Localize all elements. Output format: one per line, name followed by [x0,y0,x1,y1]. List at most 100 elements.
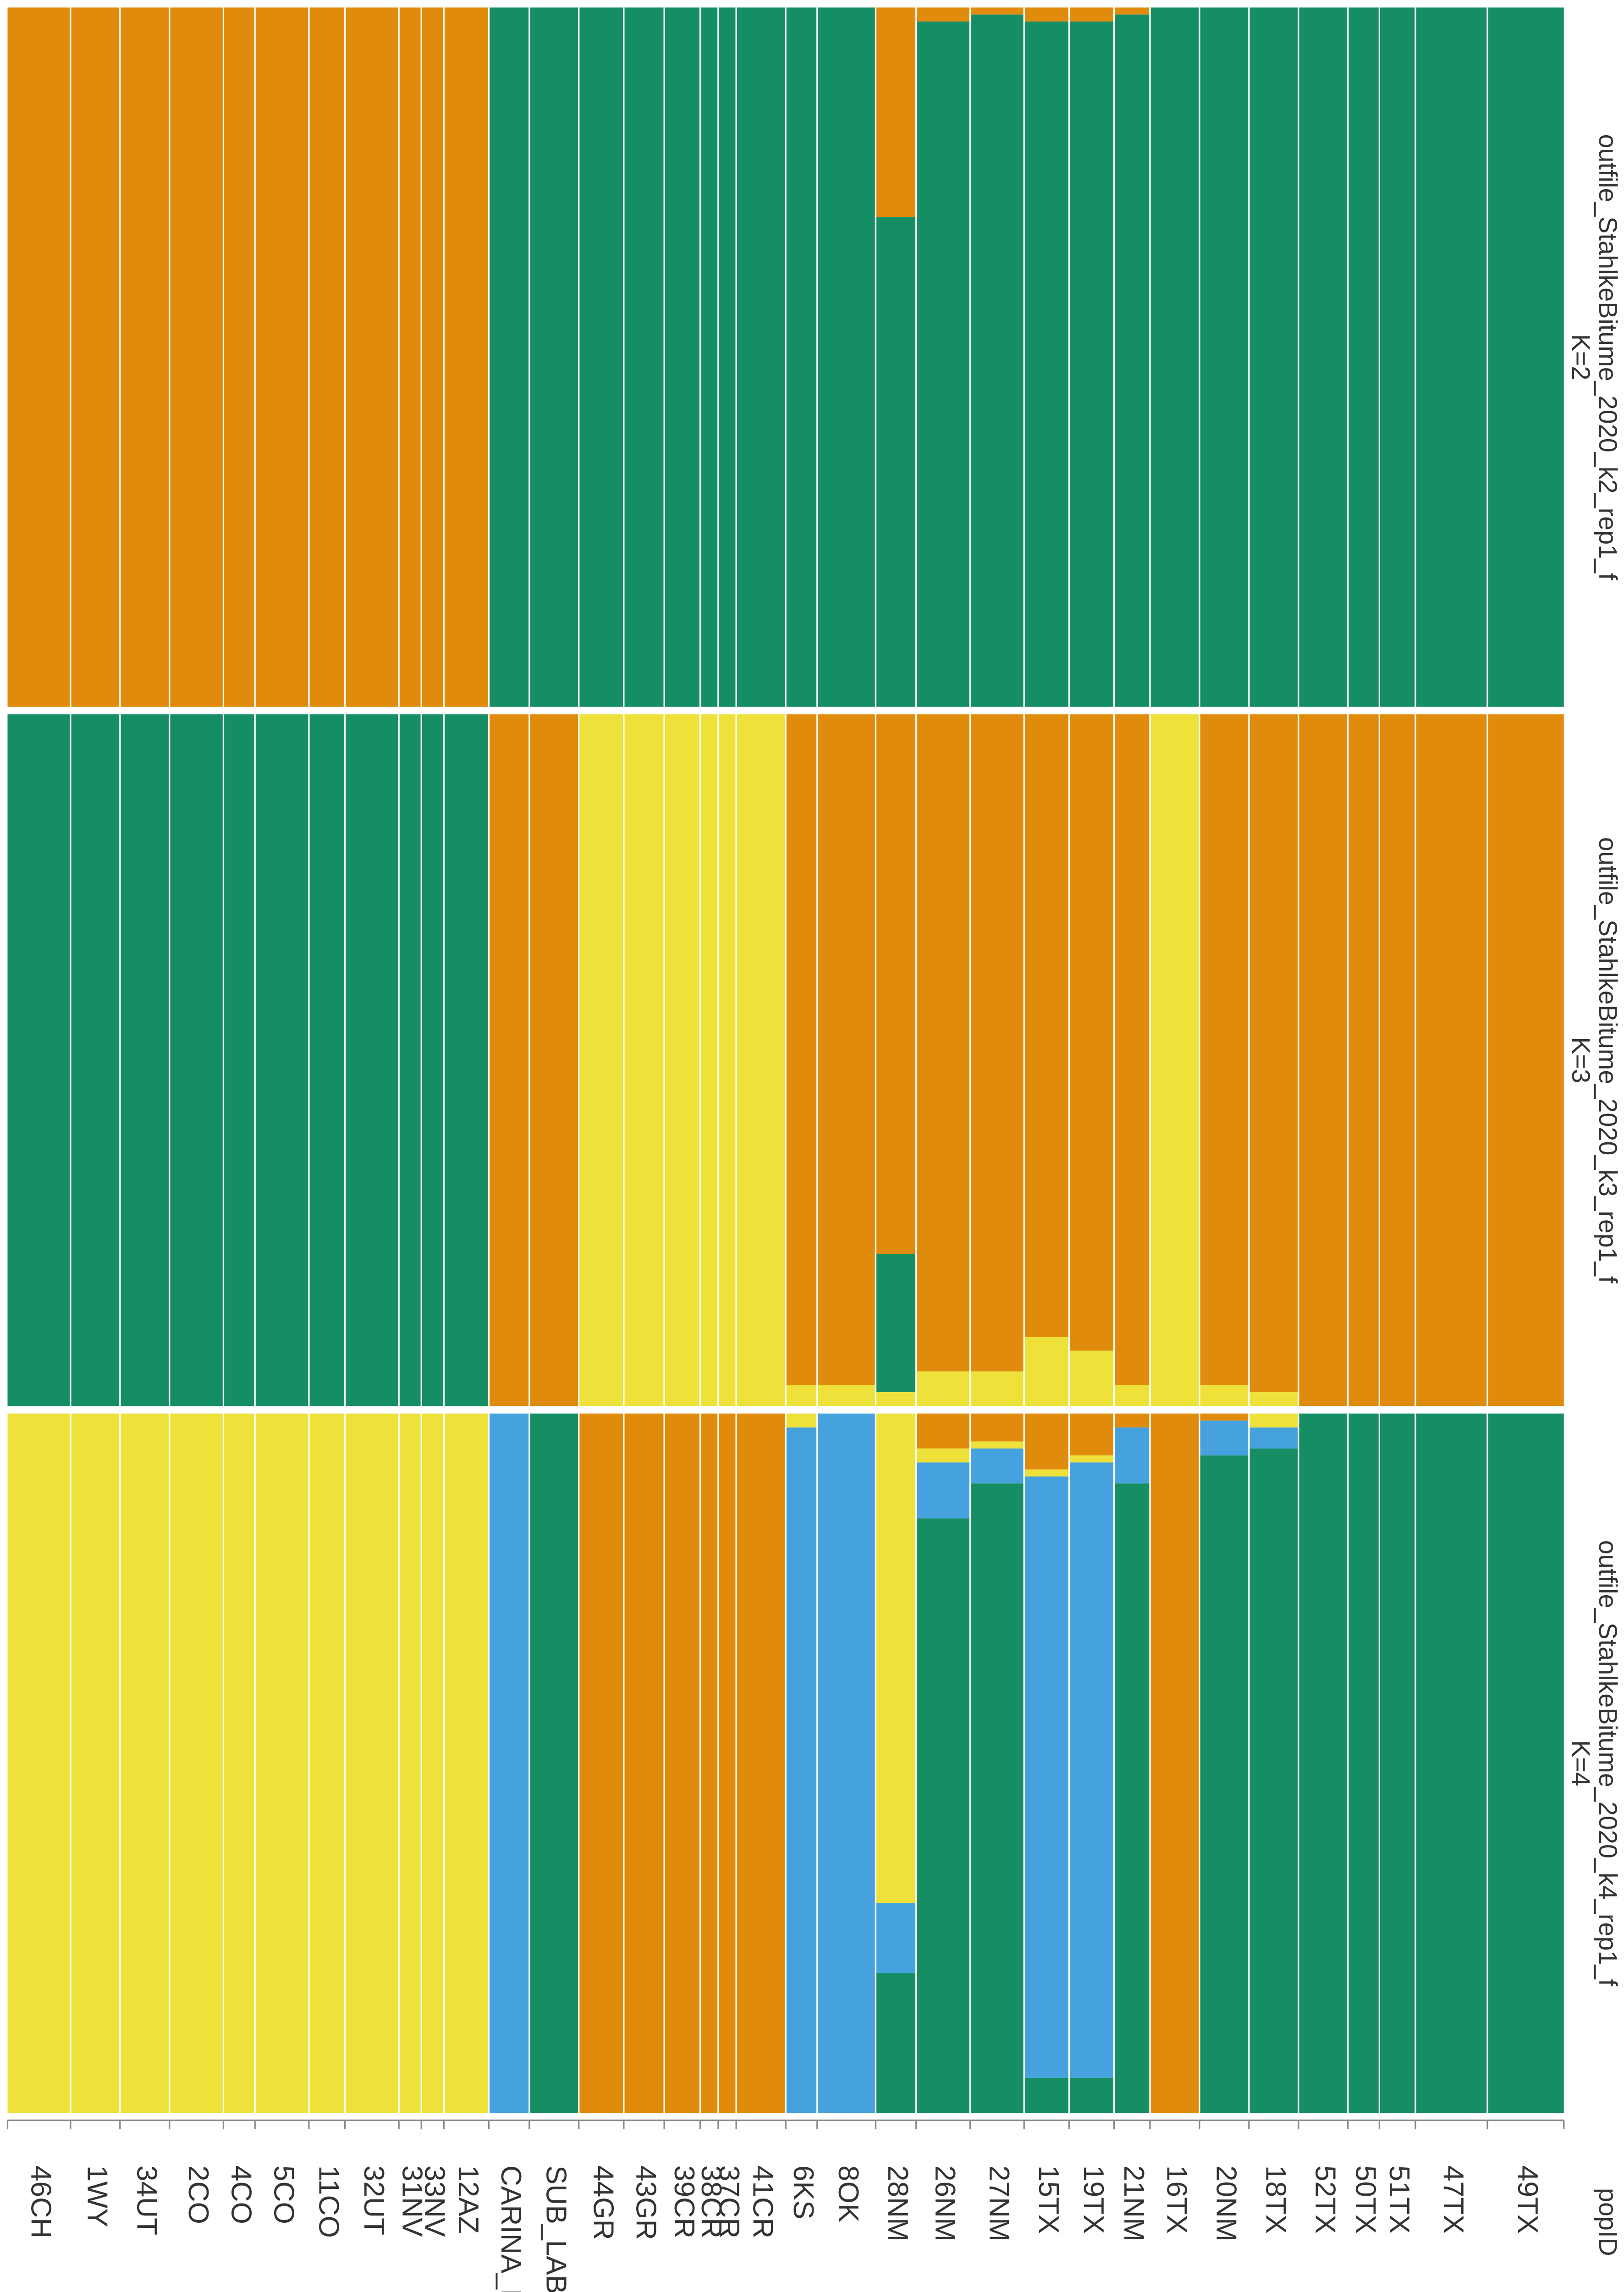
ancestry-segment [399,714,422,1406]
ancestry-segment [1298,1413,1348,2113]
ancestry-segment [529,714,579,1406]
ancestry-segment [1487,714,1564,1406]
ancestry-segment [1379,7,1415,707]
ancestry-segment [1114,1385,1150,1406]
population-label: SUB_LAB [540,2165,572,2292]
population-label: 28NM [882,2165,914,2242]
ancestry-segment [1249,1427,1299,1449]
ancestry-segment [255,7,309,707]
ancestry-segment [623,1413,665,2113]
ancestry-segment [1249,714,1299,1393]
ancestry-segment [578,1413,624,2113]
ancestry-segment [817,7,876,707]
ancestry-segment [1487,7,1564,707]
ancestry-segment [7,714,71,1406]
ancestry-segment [1069,714,1114,1351]
population-label: 39CR [668,2165,700,2238]
ancestry-segment [970,7,1024,15]
ancestry-segment [529,7,579,707]
ancestry-segment [1024,1476,1069,2078]
ancestry-segment [120,7,170,707]
ancestry-segment [169,1413,224,2113]
population-label: 41CR [747,2165,779,2238]
ancestry-segment [578,7,624,707]
ancestry-segment [308,714,345,1406]
ancestry-segment [970,1448,1024,1484]
x-axis-label: popID [1594,2188,1622,2256]
ancestry-segment [623,714,665,1406]
ancestry-segment [1415,714,1487,1406]
ancestry-segment [970,1483,1024,2113]
population-label: 16TX [1161,2165,1192,2234]
ancestry-segment [1069,2077,1114,2113]
ancestry-segment [875,714,916,1254]
ancestry-segment [664,7,700,707]
ancestry-segment [1348,714,1380,1406]
population-label: 27NM [983,2165,1015,2242]
ancestry-segment [421,7,444,707]
population-label: 19TX [1078,2165,1109,2234]
population-label: 26NM [929,2165,961,2242]
ancestry-segment [817,714,876,1385]
panel-title: outfile_StahlkeBitume_2020_k4_rep1_f [1594,1540,1622,1987]
ancestry-segment [345,714,399,1406]
ancestry-segment [916,7,970,22]
population-label: 11CO [313,2165,345,2238]
ancestry-segment [786,1413,817,1428]
ancestry-segment [1199,7,1249,707]
population-label: 6KS [787,2165,819,2220]
ancestry-segment [444,7,489,707]
ancestry-segment [875,7,916,218]
ancestry-segment [817,1413,876,2113]
ancestry-segment [169,714,224,1406]
ancestry-segment [223,1413,255,2113]
ancestry-segment [700,1413,718,2113]
ancestry-segment [1024,7,1069,22]
ancestry-segment [916,1462,970,1519]
ancestry-segment [223,714,255,1406]
ancestry-segment [399,7,422,707]
ancestry-segment [1024,2077,1069,2113]
population-label: CARINA_LAB [495,2165,527,2292]
ancestry-segment [1348,1413,1380,2113]
population-label: 5CO [268,2165,300,2224]
population-label: 32UT [358,2165,390,2235]
ancestry-segment [718,714,737,1406]
ancestry-segment [223,7,255,707]
ancestry-segment [1199,1420,1249,1456]
ancestry-segment [444,714,489,1406]
ancestry-segment [421,714,444,1406]
ancestry-segment [1069,7,1114,22]
population-label: 52TX [1309,2165,1341,2234]
panel-title: outfile_StahlkeBitume_2020_k3_rep1_f [1594,837,1622,1284]
ancestry-segment [1114,1427,1150,1484]
ancestry-segment [736,7,786,707]
ancestry-segment [421,1413,444,2113]
population-label: 21NM [1118,2165,1150,2242]
ancestry-segment [916,1371,970,1406]
population-label: 44GR [587,2165,619,2240]
ancestry-segment [916,1518,970,2113]
ancestry-segment [1249,1448,1299,2113]
ancestry-segment [444,1413,489,2113]
ancestry-segment [1069,1455,1114,1463]
ancestry-segment [817,1385,876,1406]
ancestry-segment [489,7,529,707]
ancestry-segment [875,1903,916,1973]
ancestry-segment [345,7,399,707]
ancestry-segment [345,1413,399,2113]
ancestry-segment [1069,1350,1114,1406]
ancestry-segment [1069,1413,1114,1456]
population-label: 50TX [1350,2165,1382,2234]
ancestry-segment [786,1385,817,1406]
ancestry-segment [736,1413,786,2113]
ancestry-segment [700,714,718,1406]
ancestry-segment [308,1413,345,2113]
population-label: 31NV [396,2165,428,2237]
ancestry-segment [1024,1469,1069,1477]
ancestry-segment [875,1413,916,1903]
population-label: 1WY [81,2165,113,2227]
panel-title: outfile_StahlkeBitume_2020_k2_rep1_f [1594,134,1622,580]
